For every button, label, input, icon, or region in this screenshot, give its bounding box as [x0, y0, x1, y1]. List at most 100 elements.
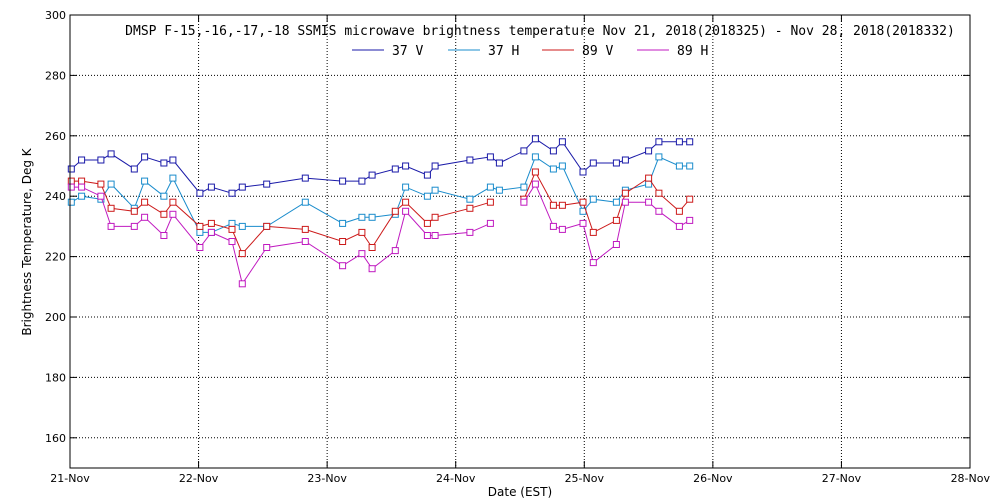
data-point	[107, 180, 115, 188]
y-tick-label: 160	[45, 432, 66, 445]
data-point	[520, 147, 528, 155]
data-point	[358, 228, 366, 236]
data-point	[391, 247, 399, 255]
series-37-h	[67, 153, 694, 236]
data-point	[589, 228, 597, 236]
data-point	[160, 192, 168, 200]
data-point	[339, 238, 347, 245]
data-point	[486, 153, 494, 161]
data-point	[141, 198, 149, 206]
data-point	[391, 165, 399, 173]
data-point	[612, 216, 620, 224]
data-point	[645, 147, 653, 155]
data-point	[169, 210, 177, 218]
data-point	[686, 138, 694, 146]
data-point	[655, 153, 663, 161]
data-point	[301, 198, 309, 206]
data-point	[97, 192, 105, 200]
y-tick-label: 240	[45, 190, 66, 203]
plot-frame	[69, 14, 971, 469]
data-point	[141, 213, 149, 221]
data-point	[391, 207, 399, 215]
data-point	[368, 244, 376, 251]
data-point	[589, 159, 597, 167]
data-point	[621, 189, 629, 197]
x-tick-label: 22-Nov	[179, 472, 219, 485]
legend: 37 V 37 H 89 V 89 H	[352, 44, 708, 59]
data-point	[531, 180, 539, 188]
data-point	[263, 244, 271, 251]
data-point	[263, 180, 271, 188]
data-point	[531, 168, 539, 176]
data-point	[358, 250, 366, 258]
data-point	[531, 135, 539, 143]
data-point	[368, 265, 376, 273]
x-tick-label: 26-Nov	[693, 472, 733, 485]
data-point	[141, 177, 149, 185]
data-point	[339, 177, 347, 185]
data-point	[466, 204, 474, 212]
x-tick-label: 25-Nov	[565, 472, 605, 485]
data-point	[368, 171, 376, 179]
data-point	[686, 216, 694, 224]
data-point	[160, 210, 168, 218]
x-tick-label: 28-Nov	[951, 472, 991, 485]
data-point	[645, 174, 653, 182]
data-point	[207, 183, 215, 191]
x-tick-label: 21-Nov	[50, 472, 90, 485]
data-point	[466, 228, 474, 236]
data-point	[466, 156, 474, 164]
data-point	[520, 183, 528, 191]
data-point	[207, 219, 215, 227]
data-point	[238, 250, 246, 258]
data-point	[431, 186, 439, 194]
y-tick-label: 300	[45, 9, 66, 22]
data-point	[368, 213, 376, 221]
data-point	[207, 228, 215, 236]
data-point	[196, 189, 204, 197]
data-point	[196, 228, 204, 236]
data-point	[549, 222, 557, 230]
data-point	[612, 198, 620, 206]
data-point	[549, 147, 557, 155]
data-point	[423, 192, 431, 200]
series-89-h	[67, 180, 694, 288]
data-point	[141, 153, 149, 161]
data-point	[228, 225, 236, 233]
data-point	[431, 213, 439, 221]
data-point	[558, 225, 566, 233]
chart-title: DMSP F-15,-16,-17,-18 SSMIS microwave br…	[125, 24, 955, 39]
data-point	[402, 162, 410, 170]
data-point	[520, 198, 528, 206]
data-point	[675, 207, 683, 215]
data-point	[423, 232, 431, 239]
y-tick-label: 180	[45, 371, 66, 384]
data-point	[558, 138, 566, 146]
data-point	[466, 195, 474, 203]
data-point	[67, 177, 75, 185]
data-point	[655, 207, 663, 215]
data-point	[579, 219, 587, 227]
data-point	[160, 232, 168, 239]
data-point	[107, 222, 115, 230]
data-point	[160, 159, 168, 167]
legend-label: 37 H	[488, 44, 519, 59]
data-point	[423, 171, 431, 179]
axis-ticks: 160 180 200 220 240 260 280 300 21-Nov 22-Nov 23-N…	[45, 9, 990, 485]
y-tick-label: 280	[45, 69, 66, 82]
data-point	[431, 232, 439, 239]
data-point	[78, 192, 86, 200]
data-point	[589, 195, 597, 203]
data-point	[97, 156, 105, 164]
series-layer	[67, 135, 694, 288]
data-point	[558, 162, 566, 170]
x-axis-label: Date (EST)	[488, 485, 552, 499]
data-point	[228, 238, 236, 245]
data-point	[486, 183, 494, 191]
data-point	[107, 204, 115, 212]
legend-label: 37 V	[392, 44, 423, 59]
data-point	[431, 162, 439, 170]
data-point	[67, 183, 75, 191]
series-89-v	[67, 168, 694, 258]
